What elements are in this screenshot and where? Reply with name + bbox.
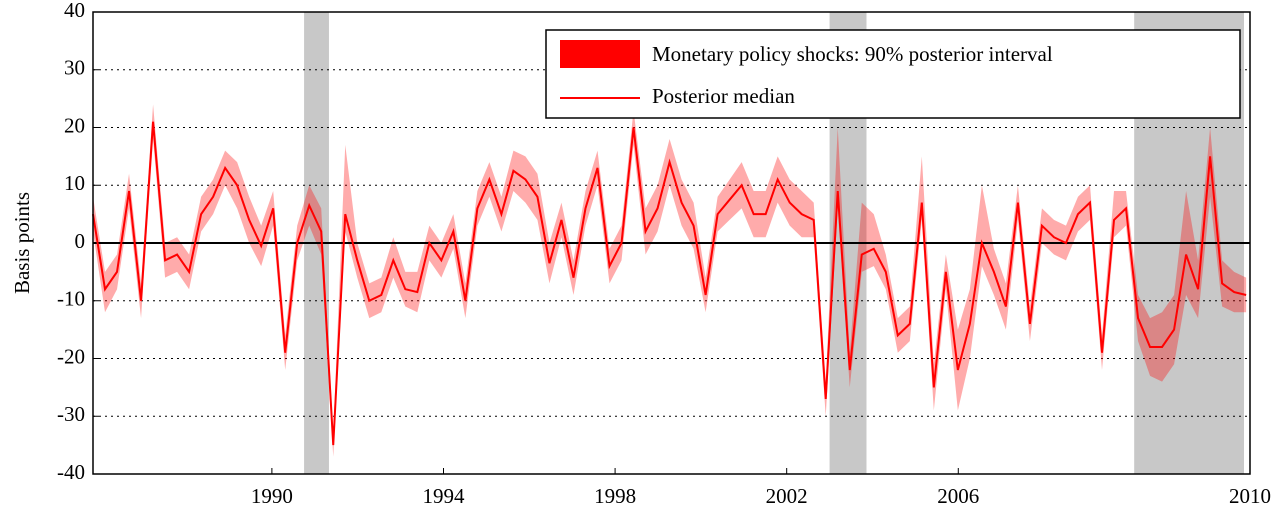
y-tick-label: 40 [64, 0, 85, 22]
x-tick-label: 2002 [766, 484, 808, 508]
y-tick-label: 20 [64, 113, 85, 137]
y-tick-label: -20 [57, 344, 85, 368]
y-tick-label: -40 [57, 460, 85, 484]
y-tick-label: -10 [57, 287, 85, 311]
median-line [92, 121, 1247, 446]
interval-band [93, 104, 1247, 457]
x-tick-label: 2006 [937, 484, 979, 508]
y-tick-label: 0 [75, 229, 86, 253]
legend-label: Monetary policy shocks: 90% posterior in… [652, 42, 1053, 66]
x-tick-label: 1990 [251, 484, 293, 508]
y-tick-label: 30 [64, 56, 85, 80]
legend-box [545, 29, 1241, 119]
y-tick-label: 10 [64, 171, 85, 195]
legend-label: Posterior median [652, 84, 795, 108]
x-tick-label: 1994 [422, 484, 465, 508]
legend-swatch [560, 40, 640, 68]
x-tick-label: 2010 [1229, 484, 1271, 508]
y-axis-label: Basis points [10, 192, 34, 294]
x-tick-label: 1998 [594, 484, 636, 508]
plot-frame [92, 11, 1251, 475]
y-tick-label: -30 [57, 402, 85, 426]
